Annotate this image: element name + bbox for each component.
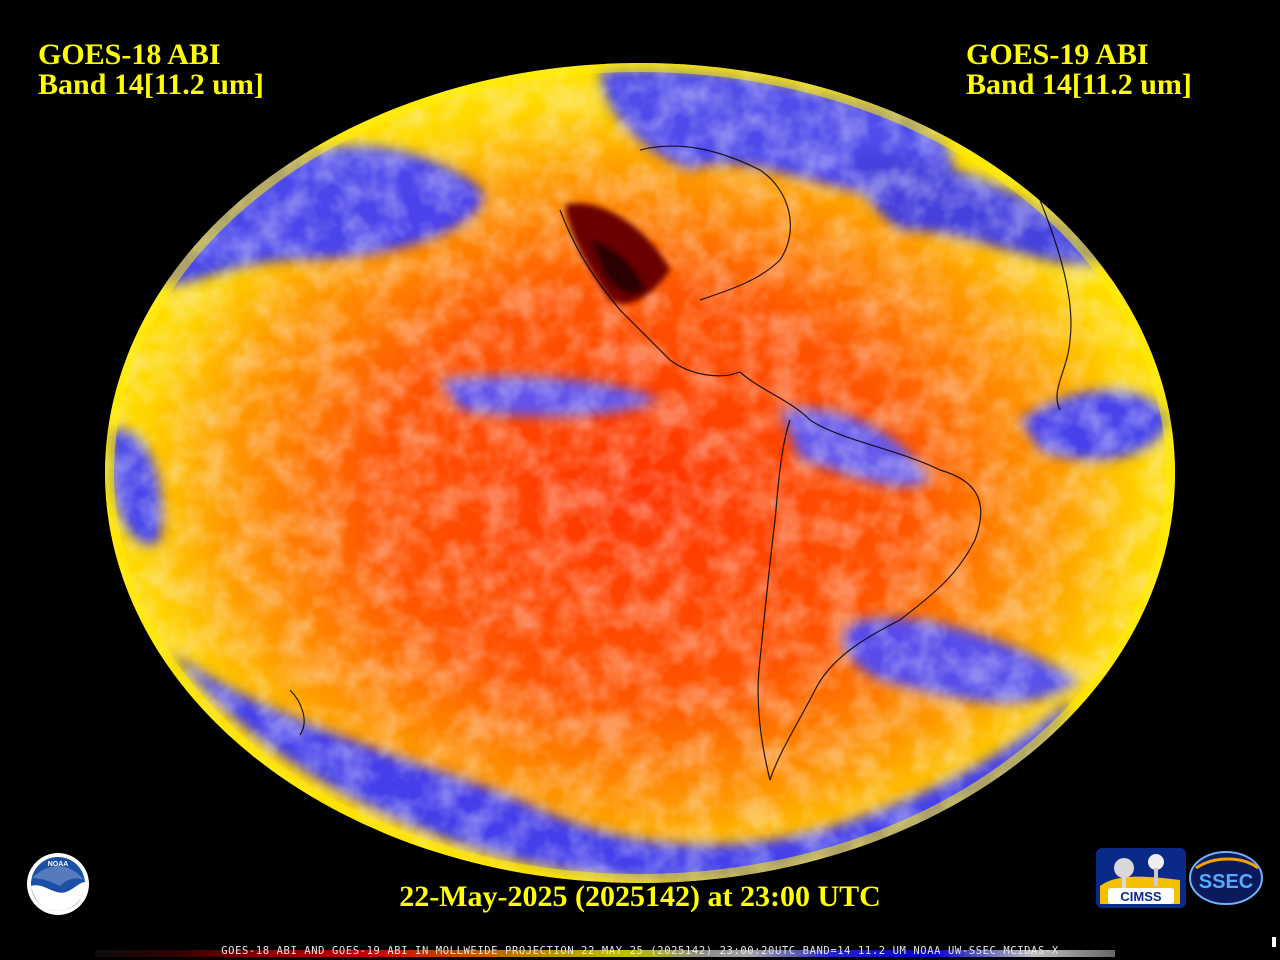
footer-caption: GOES-18 ABI AND GOES-19 ABI IN MOLLWEIDE… [221, 945, 1059, 957]
noaa-logo: NOAA [27, 853, 89, 915]
right-band-label: Band 14[11.2 um] [966, 68, 1192, 101]
color-scale-bar [95, 950, 1115, 957]
right-satellite-name: GOES-19 ABI [966, 38, 1149, 71]
footer-caption-bar: GOES-18 ABI AND GOES-19 ABI IN MOLLWEIDE… [0, 944, 1280, 960]
noaa-logo-text: NOAA [48, 861, 69, 868]
left-satellite-name: GOES-18 ABI [38, 38, 221, 71]
left-band-label: Band 14[11.2 um] [38, 68, 264, 101]
cimss-logo-text: CIMSS [1120, 889, 1162, 904]
left-satellite-label: GOES-18 ABI Band 14[11.2 um] [38, 40, 264, 100]
cimss-ssec-logos: CIMSS SSEC [1096, 848, 1263, 908]
right-satellite-label: GOES-19 ABI Band 14[11.2 um] [966, 40, 1192, 100]
date-caption: 22-May-2025 (2025142) at 23:00 UTC [399, 880, 881, 913]
corner-marker [1272, 937, 1276, 947]
ssec-logo-text: SSEC [1199, 871, 1253, 893]
